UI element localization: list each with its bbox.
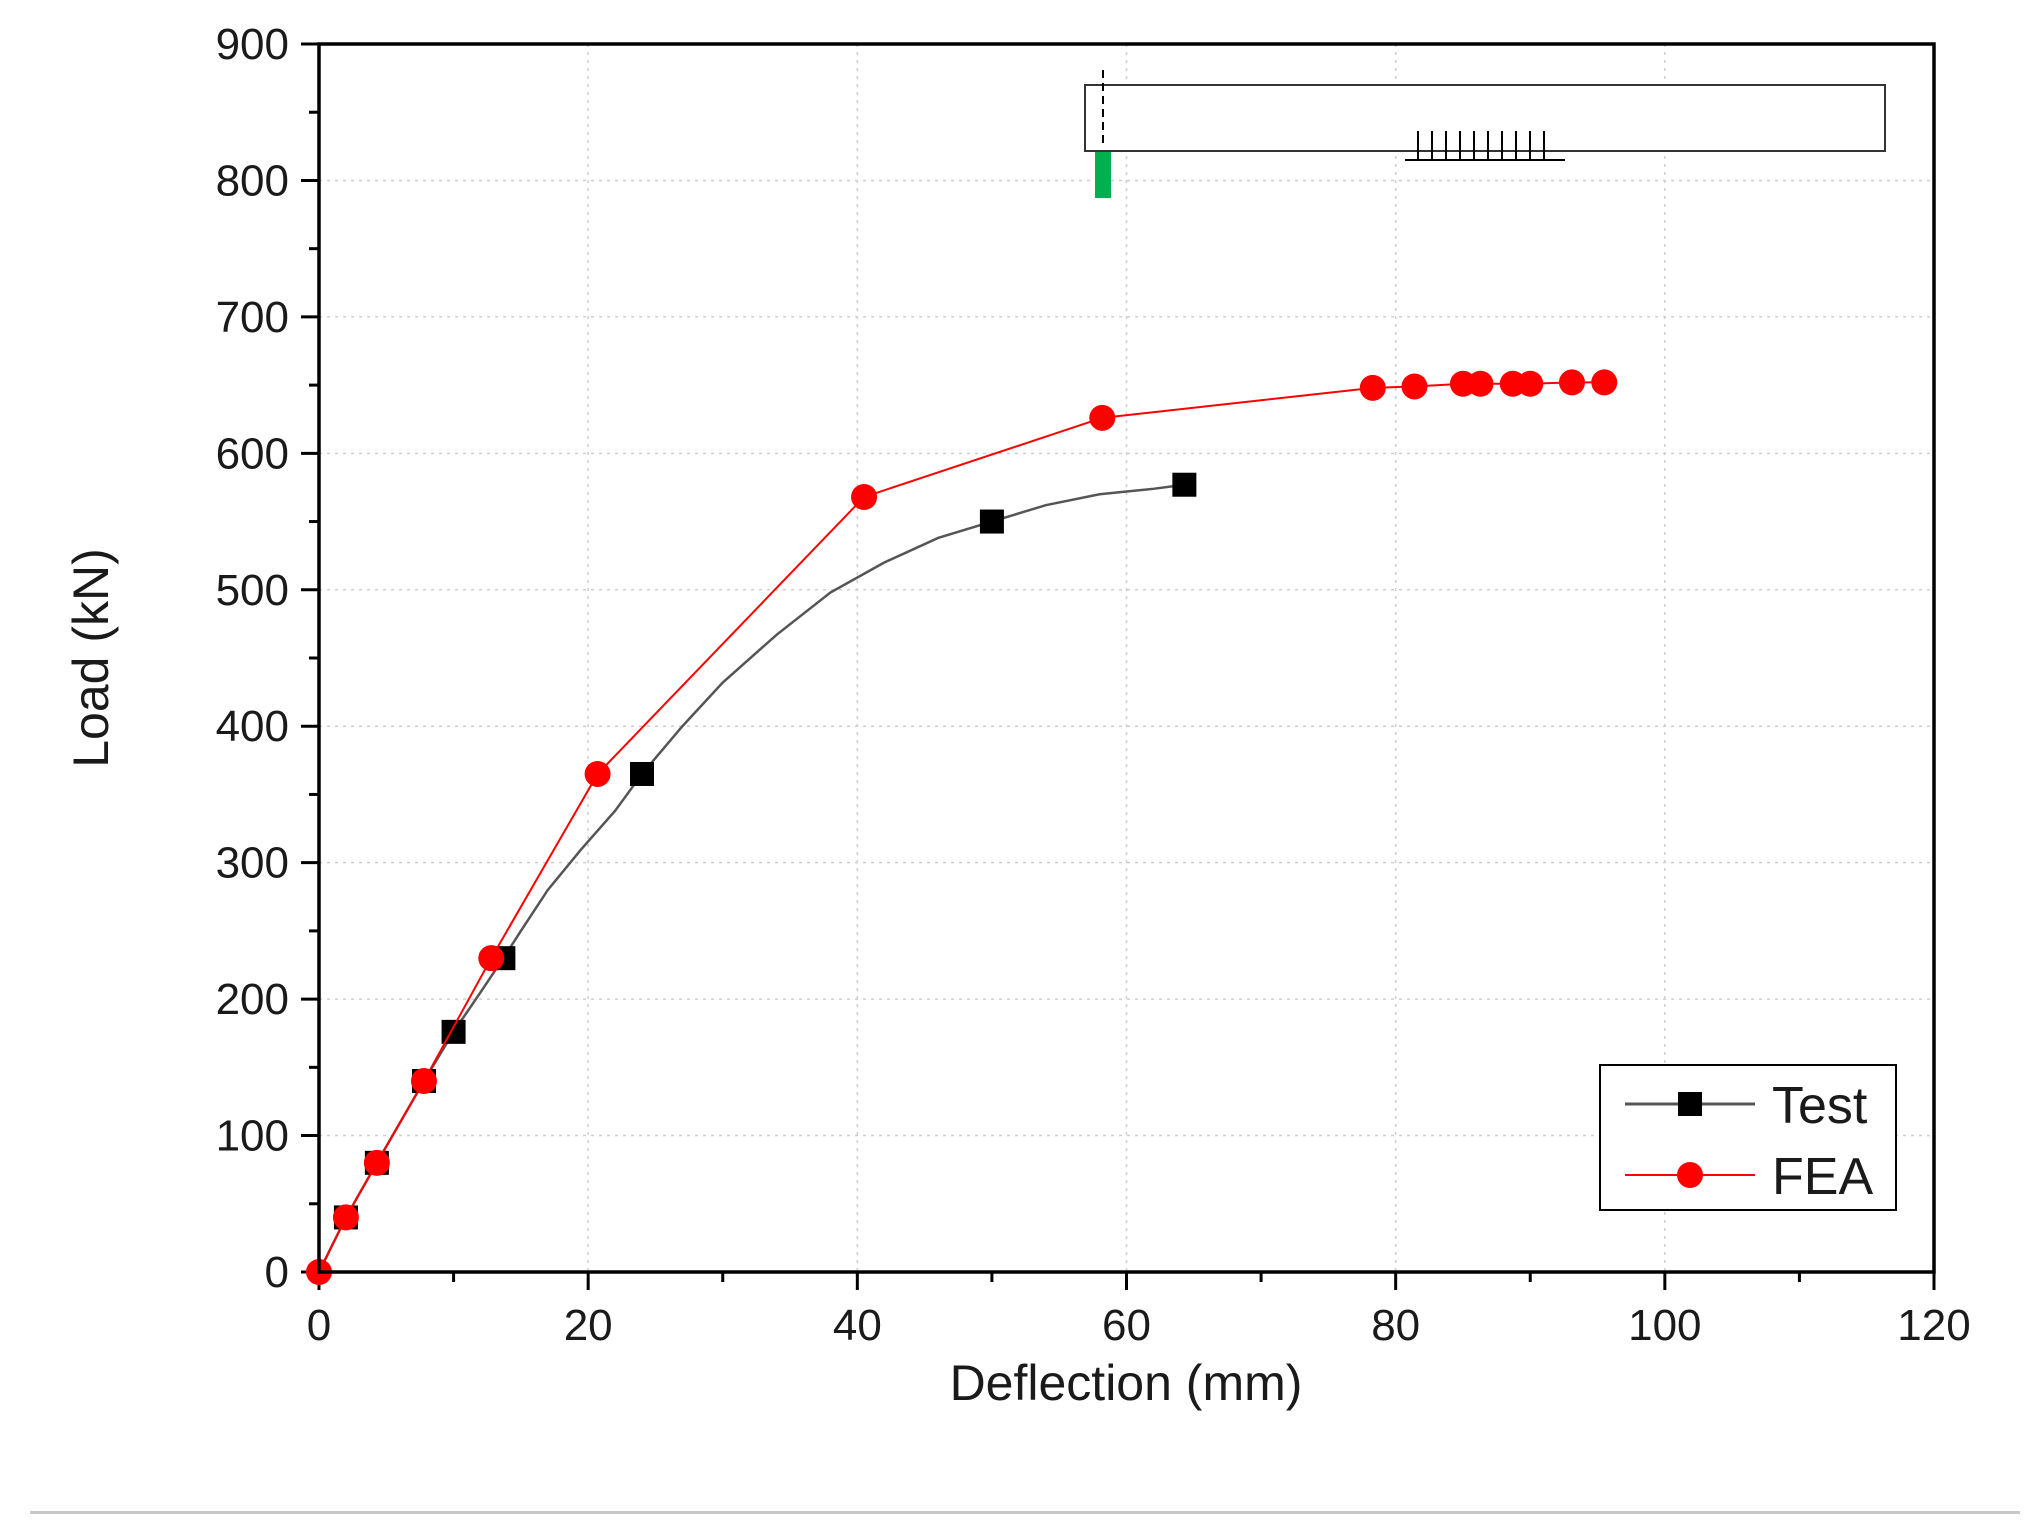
beam-outline [1084, 84, 1886, 152]
support-marker [1095, 152, 1111, 198]
fea-data-point [1558, 369, 1585, 396]
fea-data-point [851, 483, 878, 510]
y-tick-label: 500 [216, 566, 289, 615]
y-tick-label: 0 [265, 1248, 289, 1297]
y-tick-label: 400 [216, 702, 289, 751]
series-layer [306, 369, 1618, 1285]
test-data-point [630, 761, 654, 786]
x-tick-label: 40 [833, 1301, 882, 1350]
x-tick-label: 80 [1371, 1301, 1420, 1350]
y-tick-label: 700 [216, 293, 289, 342]
y-tick-label: 300 [216, 839, 289, 888]
fea-data-point [1359, 374, 1386, 401]
x-tick-label: 100 [1628, 1301, 1701, 1350]
fea-series-line [318, 381, 1605, 1273]
fea-data-point [1089, 404, 1116, 431]
x-tick-label: 120 [1897, 1301, 1970, 1350]
y-tick-label: 900 [216, 20, 289, 69]
y-tick-label: 100 [216, 1112, 289, 1161]
legend-fea-marker [1677, 1162, 1703, 1188]
fea-data-point [478, 945, 505, 972]
fea-data-point [1591, 369, 1618, 396]
y-tick-label: 600 [216, 429, 289, 478]
x-tick-label: 20 [564, 1301, 613, 1350]
beam-inset-diagram [1084, 70, 1886, 198]
y-tick-label: 800 [216, 156, 289, 205]
legend-fea-label: FEA [1772, 1148, 1873, 1206]
fea-data-point [1517, 370, 1544, 397]
legend-box [1599, 1064, 1897, 1211]
fea-data-point [1401, 373, 1428, 400]
fea-data-point [410, 1067, 437, 1094]
x-tick-label: 0 [307, 1301, 331, 1350]
test-series-line [317, 483, 1185, 1273]
legend-test-marker [1678, 1092, 1702, 1116]
x-tick-label: 60 [1102, 1301, 1151, 1350]
x-axis-label: Deflection (mm) [950, 1355, 1303, 1411]
plot-frame [317, 42, 1936, 1274]
axis-ticks: 0 20 40 60 80 100 120 0 100 200 300 400 500 600 700 800… [216, 20, 1971, 1350]
fea-data-point [363, 1149, 390, 1176]
bottom-divider [30, 1511, 2020, 1514]
fea-data-point [332, 1204, 359, 1231]
test-data-point [979, 509, 1004, 534]
fea-data-point [584, 760, 611, 787]
y-axis-label: Load (kN) [63, 548, 119, 768]
test-data-point [1172, 472, 1197, 497]
y-tick-label: 200 [216, 975, 289, 1024]
legend: Test FEA [1599, 1064, 1897, 1211]
load-indicator [1405, 131, 1565, 161]
fea-data-point [1467, 370, 1494, 397]
legend-test-label: Test [1772, 1077, 1868, 1135]
